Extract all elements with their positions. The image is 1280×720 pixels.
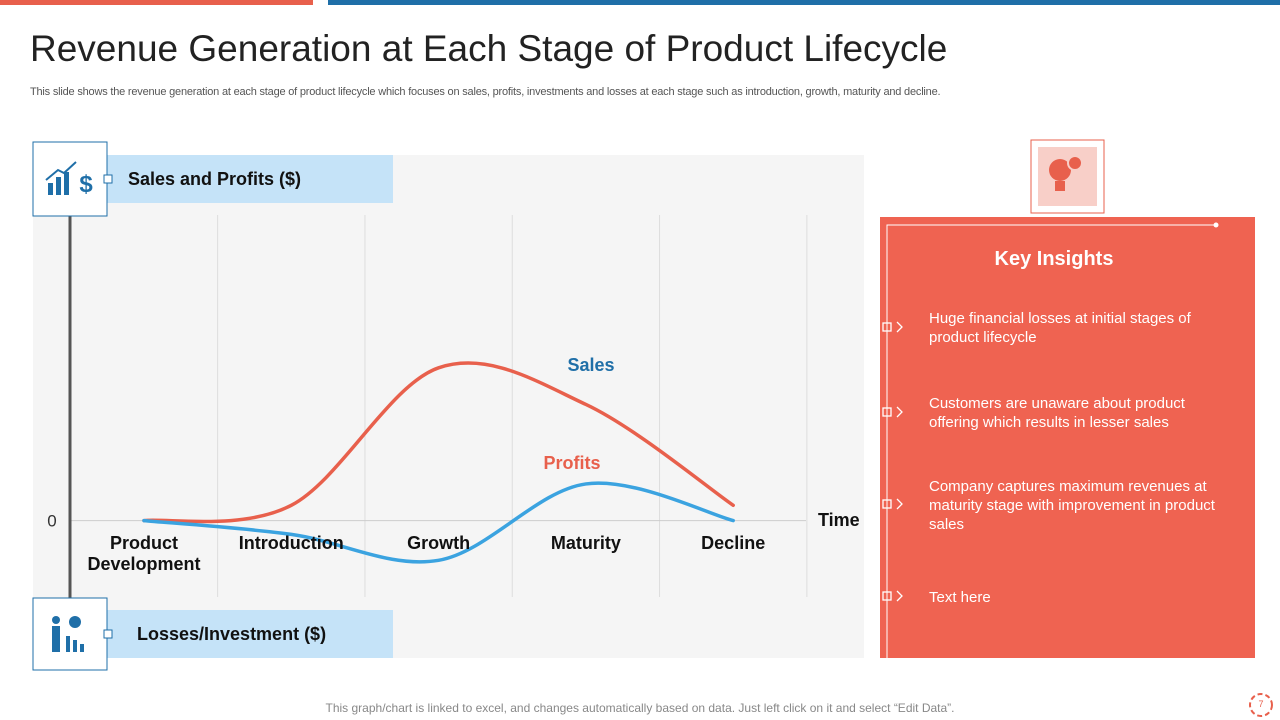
- title: Revenue Generation at Each Stage of Prod…: [30, 28, 948, 69]
- subtitle: This slide shows the revenue generation …: [30, 86, 941, 98]
- insight: Huge financial losses at initial stages …: [929, 310, 1191, 346]
- top-bar-blue: [328, 0, 1280, 5]
- page-badge: [1249, 693, 1273, 717]
- icon-box: [32, 597, 108, 671]
- plot: Sales Profits: [142, 355, 735, 564]
- x-tick-label: Growth: [407, 533, 471, 553]
- insights-panel: [880, 217, 1255, 658]
- x-tick-label: Product Development: [87, 533, 201, 574]
- insight: Customers are unaware about product offe…: [929, 395, 1185, 431]
- panel-border: [886, 224, 1216, 658]
- connector: [103, 629, 113, 639]
- series-label: Sales: [567, 355, 614, 375]
- top-bar-red: [0, 0, 313, 5]
- panel-dot: [1213, 222, 1219, 228]
- svg-text:$: $: [79, 171, 93, 198]
- sales-icon: $: [45, 161, 93, 198]
- insight: Text here: [929, 589, 991, 606]
- x-tick-label: Introduction: [238, 533, 344, 553]
- x-tick-label: Decline: [701, 533, 766, 553]
- y-tick-label: 0: [47, 512, 56, 531]
- label-box: [100, 155, 393, 203]
- bulb-icon: [1049, 155, 1083, 191]
- connector: [103, 174, 113, 184]
- insight: Company captures maximum revenues at mat…: [929, 478, 1215, 533]
- bullets: [882, 321, 903, 602]
- page-number: 7: [1258, 699, 1264, 709]
- icon-box: [32, 141, 108, 217]
- y-axis-title-negative: Losses/Investment ($): [137, 624, 327, 644]
- insights-title: Key Insights: [994, 248, 1114, 270]
- x-tick-label: Maturity: [550, 533, 621, 553]
- y-axis-title: Sales and Profits ($): [128, 169, 302, 189]
- series-line: [142, 361, 735, 524]
- chart-panel: [33, 155, 864, 658]
- x-axis-title: Time: [818, 510, 860, 530]
- label-box: [100, 610, 393, 658]
- footer-note: This graph/chart is linked to excel, and…: [325, 701, 955, 715]
- series-line: [142, 481, 735, 564]
- loss-icon: [52, 616, 84, 652]
- series-label: Profits: [543, 453, 600, 473]
